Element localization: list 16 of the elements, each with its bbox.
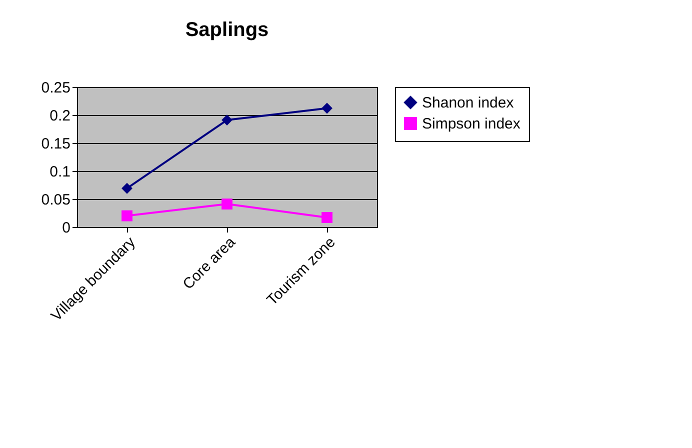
legend-label: Shanon index xyxy=(422,94,514,112)
point xyxy=(222,114,232,126)
point xyxy=(222,198,232,210)
x-tick-label: Core area xyxy=(180,233,240,293)
chart-title: Saplings xyxy=(185,19,269,41)
y-tick-label: 0.15 xyxy=(41,136,70,152)
point xyxy=(122,210,132,222)
y-tick-label: 0.2 xyxy=(50,108,70,124)
point xyxy=(322,102,332,114)
point xyxy=(122,182,132,194)
y-tick-label: 0 xyxy=(62,220,70,236)
y-tick-label: 0.1 xyxy=(50,164,70,180)
legend-label: Simpson index xyxy=(422,116,521,132)
point xyxy=(322,212,332,223)
y-tick-label: 0.05 xyxy=(41,192,70,208)
y-tick-label: 0.25 xyxy=(41,80,70,96)
